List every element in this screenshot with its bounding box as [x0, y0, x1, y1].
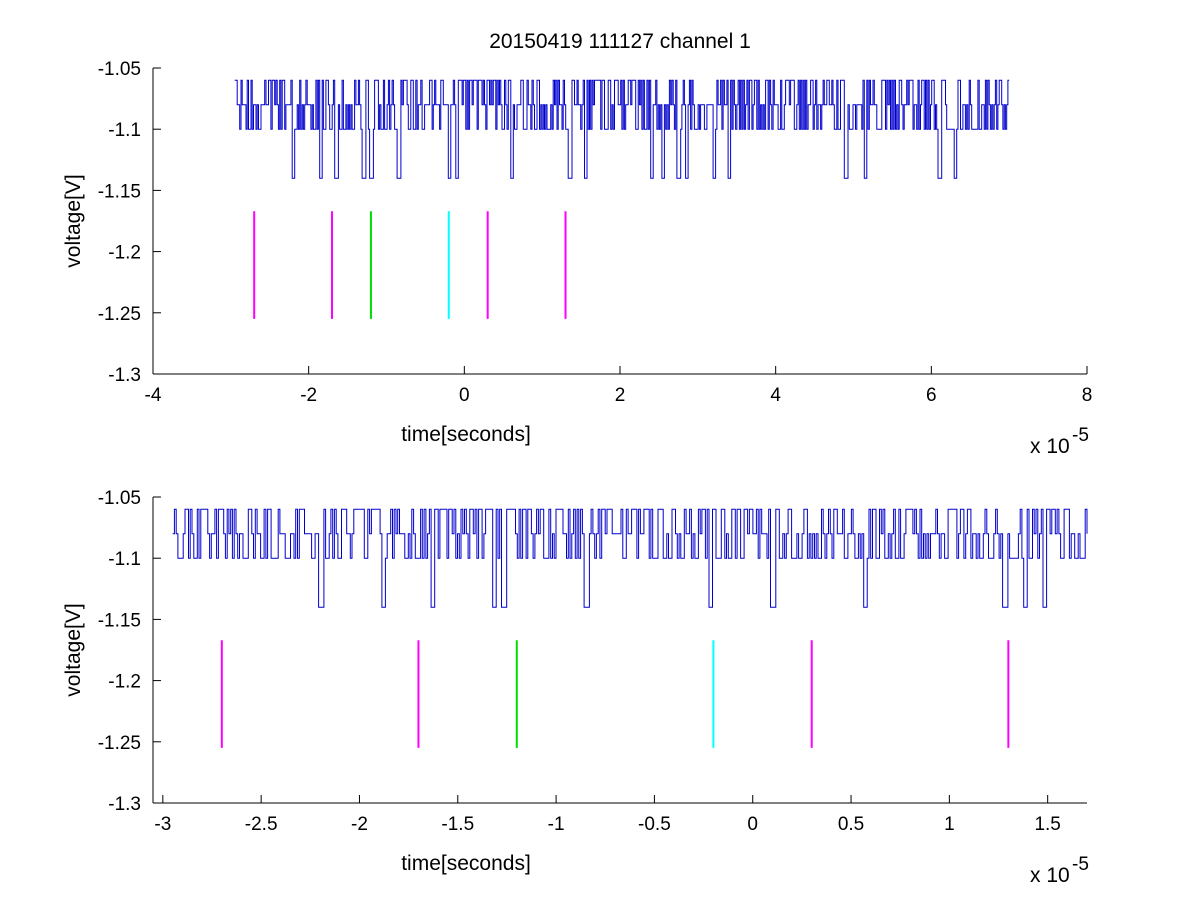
- y-tick-label: -1.25: [98, 304, 141, 325]
- y-axis-label: voltage[V]: [62, 174, 85, 267]
- top-plot: -4 -2 0 2 4 6 8 -1.3 -1.25 -1.2 -1.15 -1.1 -1.05 time…: [62, 59, 1092, 458]
- y-tick-label: -1.1: [108, 120, 141, 141]
- x-tick-label: 2: [615, 385, 626, 406]
- x-tick-label: -4: [145, 385, 162, 406]
- x-exponent-base: x 10: [1030, 435, 1070, 458]
- x-tick-label: -1: [548, 814, 565, 835]
- x-tick-label: 0.5: [838, 814, 864, 835]
- x-tick-label: 6: [926, 385, 937, 406]
- x-exponent-power: -5: [1072, 425, 1089, 446]
- y-tick-label: -1.3: [108, 794, 141, 815]
- y-tick-label: -1.15: [98, 181, 141, 202]
- x-tick-label: 4: [770, 385, 781, 406]
- x-axis-label: time[seconds]: [401, 852, 531, 875]
- x-tick-label: -3: [154, 814, 171, 835]
- x-tick-label: 1: [944, 814, 955, 835]
- y-tick-label: -1.1: [108, 549, 141, 570]
- y-tick-label: -1.05: [98, 59, 141, 80]
- x-tick-label: -0.5: [638, 814, 671, 835]
- y-tick-label: -1.2: [108, 672, 141, 693]
- x-exponent-power: -5: [1072, 854, 1089, 875]
- y-tick-label: -1.15: [98, 610, 141, 631]
- x-tick-label: 8: [1082, 385, 1093, 406]
- x-tick-label: 1.5: [1034, 814, 1060, 835]
- y-tick-label: -1.2: [108, 243, 141, 264]
- bottom-plot: -3 -2.5 -2 -1.5 -1 -0.5 0 0.5 1 1.5 -1.3 -1.25 -1.2 -…: [62, 488, 1089, 887]
- y-tick-label: -1.3: [108, 365, 141, 386]
- x-exponent-base: x 10: [1030, 864, 1070, 887]
- x-tick-label: -2: [300, 385, 317, 406]
- voltage-trace: [234, 79, 1010, 179]
- voltage-trace: [172, 508, 1088, 608]
- x-tick-label: -1.5: [441, 814, 474, 835]
- x-tick-label: -2: [351, 814, 368, 835]
- y-axis-label: voltage[V]: [62, 603, 85, 696]
- figure-title: 20150419 111127 channel 1: [489, 30, 751, 53]
- x-tick-label: -2.5: [245, 814, 278, 835]
- x-tick-label: 0: [747, 814, 758, 835]
- y-tick-label: -1.05: [98, 488, 141, 509]
- x-tick-label: 0: [459, 385, 470, 406]
- y-tick-label: -1.25: [98, 733, 141, 754]
- x-axis-label: time[seconds]: [401, 423, 531, 446]
